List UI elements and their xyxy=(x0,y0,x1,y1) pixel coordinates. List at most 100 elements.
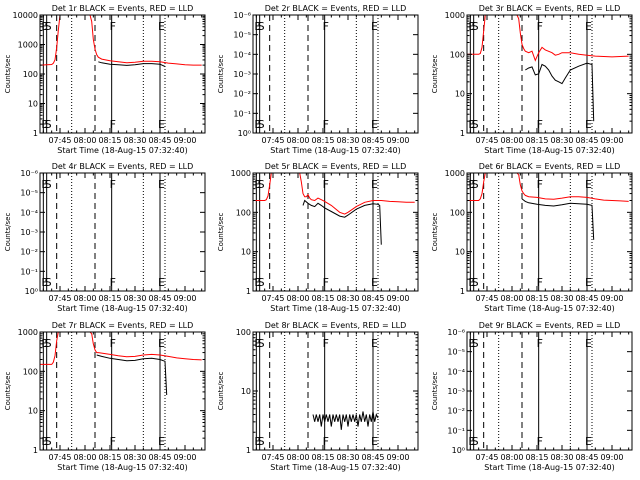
event-marker-label-bottom: E xyxy=(158,118,165,131)
event-marker-label-bottom: E xyxy=(371,435,378,448)
x-tick-label: 07:45 xyxy=(475,453,498,462)
event-marker-label-bottom: F xyxy=(110,118,116,131)
x-tick-label: 08:00 xyxy=(73,136,96,145)
x-tick-label: 08:00 xyxy=(500,453,523,462)
x-tick-label: 08:15 xyxy=(98,453,121,462)
x-tick-label: 09:00 xyxy=(386,453,409,462)
event-marker-label-top: S xyxy=(472,337,479,350)
x-tick-label: 07:45 xyxy=(261,453,284,462)
detector-panel: Det 2r BLACK = Events, RED = LLDEESSFFEE… xyxy=(217,4,419,155)
x-tick-label: 07:45 xyxy=(48,136,71,145)
event-marker-label-bottom: E xyxy=(371,276,378,289)
x-tick-label: 09:00 xyxy=(600,294,623,303)
y-tick-label: 10⁰ xyxy=(238,129,251,138)
x-tick-label: 08:30 xyxy=(550,294,573,303)
event-marker-label-bottom: S xyxy=(45,276,52,289)
event-marker-label-top: S xyxy=(45,20,52,33)
event-marker-label-bottom: E xyxy=(254,276,261,289)
x-tick-label: 08:30 xyxy=(123,136,146,145)
x-tick-label: 09:00 xyxy=(173,453,196,462)
y-tick-label: 10⁻⁶ xyxy=(233,11,251,20)
y-tick-label: 100 xyxy=(236,328,251,337)
x-tick-label: 08:15 xyxy=(525,453,548,462)
event-marker-label-bottom: E xyxy=(41,276,48,289)
events-series-line xyxy=(302,199,382,245)
detector-panel: Det 5r BLACK = Events, RED = LLDEESSFFEE… xyxy=(217,162,419,313)
lld-series-line xyxy=(467,15,629,62)
detector-panel: Det 7r BLACK = Events, RED = LLDEESSFFEE… xyxy=(4,321,206,472)
event-marker-label-top: E xyxy=(254,178,261,191)
event-marker-label-top: E xyxy=(585,20,592,33)
events-series-line xyxy=(312,411,379,430)
event-marker-label-top: F xyxy=(110,20,116,33)
x-tick-label: 07:45 xyxy=(475,294,498,303)
x-tick-label: 08:45 xyxy=(575,294,598,303)
x-tick-label: 08:00 xyxy=(73,453,96,462)
x-axis-label: Start Time (18-Aug-15 07:32:40) xyxy=(484,463,615,472)
event-marker-label-top: F xyxy=(110,337,116,350)
y-axis-label: Counts/sec xyxy=(431,213,439,252)
y-tick-label: 1 xyxy=(460,287,465,296)
y-tick-label: 10⁻⁶ xyxy=(447,328,465,337)
x-tick-label: 09:00 xyxy=(600,136,623,145)
event-marker-label-top: E xyxy=(468,20,475,33)
event-marker-label-top: E xyxy=(254,337,261,350)
event-marker-label-bottom: E xyxy=(254,435,261,448)
detector-panel: Det 3r BLACK = Events, RED = LLDEESSFFEE… xyxy=(431,4,633,155)
event-marker-label-bottom: S xyxy=(258,435,265,448)
event-marker-label-top: F xyxy=(323,178,329,191)
x-tick-label: 07:45 xyxy=(261,136,284,145)
y-tick-label: 10⁻¹ xyxy=(447,426,465,435)
event-marker-label-top: E xyxy=(41,178,48,191)
y-tick-label: 10⁻⁴ xyxy=(20,208,38,217)
event-marker-label-top: S xyxy=(258,337,265,350)
y-axis-label: Counts/sec xyxy=(4,372,12,411)
panel-title: Det 1r BLACK = Events, RED = LLD xyxy=(52,4,194,13)
y-tick-label: 1000 xyxy=(445,11,465,20)
plot-frame xyxy=(39,172,206,292)
event-marker-label-bottom: S xyxy=(472,118,479,131)
event-marker-label-bottom: E xyxy=(468,118,475,131)
event-marker-label-bottom: S xyxy=(258,118,265,131)
x-tick-label: 08:00 xyxy=(500,136,523,145)
x-tick-label: 08:45 xyxy=(361,453,384,462)
plot-frame xyxy=(252,331,419,451)
event-marker-label-top: S xyxy=(258,20,265,33)
x-axis-label: Start Time (18-Aug-15 07:32:40) xyxy=(484,304,615,313)
panel-title: Det 5r BLACK = Events, RED = LLD xyxy=(265,162,407,171)
event-marker-label-top: E xyxy=(41,337,48,350)
panel-title: Det 7r BLACK = Events, RED = LLD xyxy=(52,321,194,330)
x-axis-label: Start Time (18-Aug-15 07:32:40) xyxy=(270,463,401,472)
event-marker-label-top: S xyxy=(472,20,479,33)
y-tick-label: 100 xyxy=(23,367,38,376)
event-marker-label-top: E xyxy=(158,337,165,350)
y-tick-label: 10⁻⁵ xyxy=(447,348,465,357)
event-marker-label-bottom: S xyxy=(472,276,479,289)
x-tick-label: 08:45 xyxy=(148,294,171,303)
y-axis-label: Counts/sec xyxy=(431,55,439,94)
x-tick-label: 08:15 xyxy=(98,136,121,145)
x-tick-label: 08:45 xyxy=(575,136,598,145)
lld-series-line xyxy=(467,173,629,202)
x-tick-label: 08:45 xyxy=(575,453,598,462)
x-tick-label: 08:30 xyxy=(336,294,359,303)
event-marker-label-bottom: S xyxy=(45,118,52,131)
y-tick-label: 100 xyxy=(236,208,251,217)
event-marker-label-bottom: F xyxy=(110,435,116,448)
panel-title: Det 6r BLACK = Events, RED = LLD xyxy=(479,162,621,171)
event-marker-label-bottom: E xyxy=(468,276,475,289)
y-tick-label: 10⁻² xyxy=(233,90,251,99)
event-marker-label-bottom: F xyxy=(323,276,329,289)
event-marker-label-top: S xyxy=(45,337,52,350)
event-marker-label-bottom: F xyxy=(537,276,543,289)
event-marker-label-bottom: E xyxy=(371,118,378,131)
panel-title: Det 2r BLACK = Events, RED = LLD xyxy=(265,4,407,13)
lld-series-line xyxy=(40,15,202,66)
x-tick-label: 08:15 xyxy=(98,294,121,303)
x-tick-label: 08:00 xyxy=(286,294,309,303)
y-tick-label: 100 xyxy=(450,50,465,59)
event-marker-label-top: F xyxy=(537,337,543,350)
y-tick-label: 10⁻³ xyxy=(20,228,38,237)
event-marker-label-bottom: F xyxy=(537,435,543,448)
